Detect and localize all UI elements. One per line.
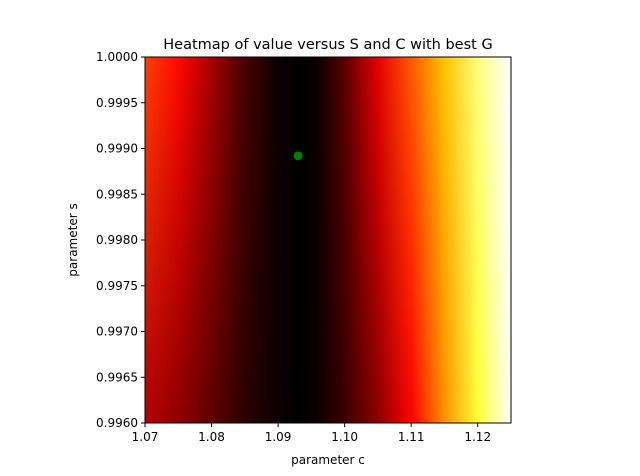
y-tick-label: 0.9960 bbox=[96, 416, 138, 430]
x-tick-label: 1.09 bbox=[265, 430, 292, 444]
x-tick-label: 1.10 bbox=[331, 430, 358, 444]
y-tick-label: 0.9975 bbox=[96, 279, 138, 293]
x-tick-label: 1.08 bbox=[198, 430, 225, 444]
y-tick-label: 0.9965 bbox=[96, 370, 138, 384]
y-tick-label: 0.9990 bbox=[96, 142, 138, 156]
y-tick-label: 0.9980 bbox=[96, 233, 138, 247]
x-tick-label: 1.12 bbox=[464, 430, 491, 444]
heatmap-layer-bottom bbox=[145, 57, 511, 423]
y-tick-label: 0.9970 bbox=[96, 325, 138, 339]
x-tick-label: 1.11 bbox=[398, 430, 425, 444]
x-tick-label: 1.07 bbox=[132, 430, 159, 444]
y-tick-label: 1.0000 bbox=[96, 50, 138, 64]
y-tick-label: 0.9995 bbox=[96, 96, 138, 110]
best-point-marker bbox=[293, 151, 303, 161]
y-axis-label: parameter s bbox=[66, 203, 80, 276]
x-axis-label: parameter c bbox=[291, 453, 365, 467]
plot-area bbox=[144, 56, 512, 424]
y-axis-ticks: 0.9960 0.9965 0.9970 0.9975 0.9980 0.9985 0.99… bbox=[96, 50, 145, 430]
x-axis-ticks: 1.07 1.08 1.09 1.10 1.11 1.12 bbox=[132, 423, 491, 444]
chart-title: Heatmap of value versus S and C with bes… bbox=[163, 37, 492, 53]
y-tick-label: 0.9985 bbox=[96, 187, 138, 201]
